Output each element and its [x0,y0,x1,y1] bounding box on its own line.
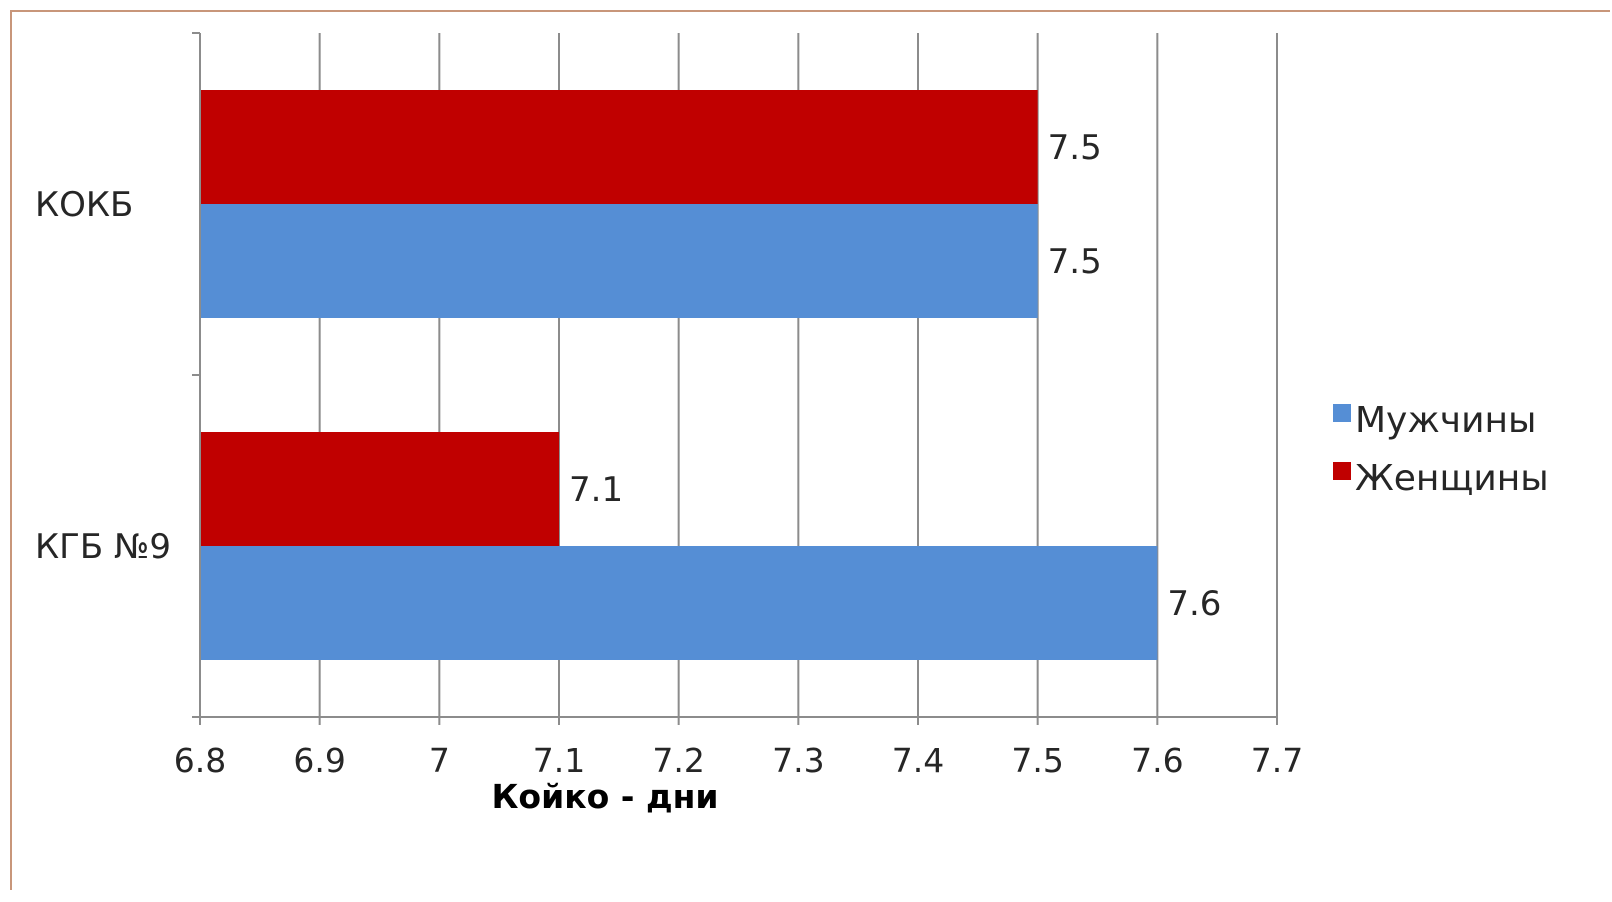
x-tick-label: 7 [429,741,450,780]
chart-frame [10,10,1610,890]
bar-мужчины-кокб [200,204,1038,318]
bar-женщины-кокб [200,90,1038,204]
x-tick-labels: 6.8 6.9 7 7.1 7.2 7.3 7.4 7.5 7.6 7.7 [174,741,1303,780]
x-tick-label: 7.5 [1011,741,1063,780]
bar-женщины-кгб-9 [200,432,559,546]
bar-мужчины-кгб-9 [200,546,1158,660]
x-tick-label: 7.7 [1251,741,1303,780]
legend-swatch-мужчины [1333,404,1351,422]
x-tick-label: 7.4 [892,741,944,780]
axes [192,32,1278,725]
data-label: 7.1 [569,470,623,510]
x-axis-title: Койко - дни [491,777,718,816]
x-tick-label: 6.9 [293,741,345,780]
category-label: КОКБ [35,185,133,225]
category-labels: КОКБ КГБ №9 [35,185,171,567]
x-tick-label: 6.8 [174,741,226,780]
x-tick-label: 7.6 [1131,741,1183,780]
data-label: 7.5 [1048,242,1102,282]
x-tick-label: 7.1 [533,741,585,780]
legend-label: Женщины [1355,458,1549,499]
legend: Мужчины Женщины [1333,400,1549,499]
category-label: КГБ №9 [35,527,171,567]
x-tick-label: 7.3 [772,741,824,780]
legend-swatch-женщины [1333,462,1351,480]
bars [200,90,1158,660]
data-label: 7.6 [1167,584,1221,624]
x-tick-label: 7.2 [652,741,704,780]
legend-label: Мужчины [1355,400,1536,441]
data-label: 7.5 [1048,128,1102,168]
data-labels: 7.5 7.5 7.1 7.6 [569,128,1221,624]
